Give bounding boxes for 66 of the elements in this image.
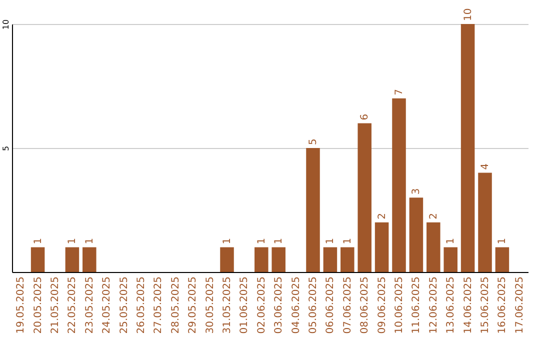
- bar: [272, 247, 286, 272]
- x-tick-label: 07.06.2025: [342, 276, 354, 334]
- data-label: 1: [222, 238, 233, 244]
- bar: [254, 247, 268, 272]
- x-tick-label: 19.05.2025: [16, 276, 27, 334]
- data-label: 1: [32, 238, 44, 244]
- x-tick-label: 22.05.2025: [67, 276, 78, 334]
- x-tick-label: 08.06.2025: [360, 276, 371, 334]
- x-tick-label: 01.06.2025: [239, 276, 250, 334]
- data-label: 2: [428, 213, 440, 220]
- bar: [358, 123, 372, 272]
- bar: [392, 98, 406, 272]
- x-tick-label: 21.05.2025: [50, 276, 61, 334]
- data-label: 6: [360, 114, 371, 120]
- bar: [30, 247, 45, 272]
- x-tick-label: 11.06.2025: [411, 276, 422, 334]
- data-label: 1: [446, 238, 457, 244]
- bar: [460, 24, 475, 272]
- data-label: 7: [394, 89, 405, 96]
- data-label: 2: [376, 213, 388, 220]
- x-tick-label: 14.06.2025: [462, 276, 474, 334]
- x-tick-label: 28.05.2025: [170, 276, 182, 334]
- data-label: 1: [342, 238, 354, 244]
- data-label: 1: [497, 238, 508, 244]
- x-tick-label: 12.06.2025: [428, 276, 440, 334]
- x-tick-label: 06.06.2025: [325, 276, 336, 334]
- x-tick-label: 04.06.2025: [290, 276, 302, 334]
- x-tick-label: 26.05.2025: [136, 276, 147, 334]
- x-tick-label: 24.05.2025: [102, 276, 113, 334]
- data-label: 4: [480, 163, 491, 170]
- bar: [426, 222, 440, 272]
- bar: [495, 247, 510, 272]
- x-tick-label: 02.06.2025: [256, 276, 268, 334]
- data-label: 5: [308, 138, 319, 145]
- x-tick-label: 23.05.2025: [84, 276, 96, 334]
- data-label: 1: [84, 238, 96, 244]
- x-tick-label: 09.06.2025: [376, 276, 388, 334]
- x-tick-label: 27.05.2025: [153, 276, 164, 334]
- bar: [340, 247, 354, 272]
- data-label: 1: [67, 238, 78, 244]
- data-label: 1: [256, 238, 268, 244]
- bar: [82, 247, 96, 272]
- bar: [444, 247, 458, 272]
- bar: [374, 222, 389, 272]
- bar: [409, 198, 424, 272]
- data-label: 1: [325, 238, 336, 244]
- x-tick-label: 10.06.2025: [394, 276, 405, 334]
- x-tick-label: 13.06.2025: [446, 276, 457, 334]
- bar: [478, 172, 492, 272]
- x-tick-label: 17.06.2025: [514, 276, 526, 334]
- data-label: 1: [274, 238, 285, 244]
- x-tick-label: 05.06.2025: [308, 276, 319, 334]
- x-tick-label: 31.05.2025: [222, 276, 233, 334]
- x-tick-label: 29.05.2025: [188, 276, 199, 334]
- x-tick-label: 30.05.2025: [204, 276, 216, 334]
- data-label: 10: [462, 8, 474, 21]
- x-tick-label: 15.06.2025: [480, 276, 491, 334]
- bar: [65, 247, 80, 272]
- data-label: 3: [411, 188, 422, 195]
- x-tick-label: 16.06.2025: [497, 276, 508, 334]
- x-tick-label: 25.05.2025: [118, 276, 130, 334]
- bar: [220, 247, 234, 272]
- x-tick-label: 20.05.2025: [32, 276, 44, 334]
- bar: [323, 247, 338, 272]
- x-tick-label: 03.06.2025: [274, 276, 285, 334]
- bar: [306, 148, 320, 272]
